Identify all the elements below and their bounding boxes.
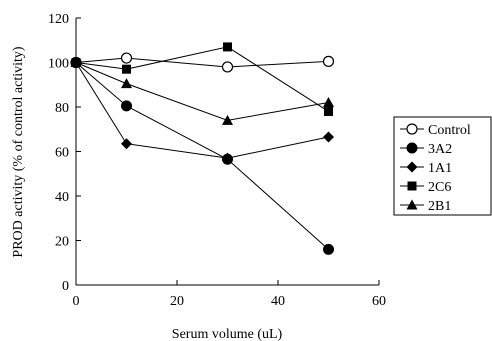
series-line-control [75, 57, 329, 68]
data-point-1a1 [222, 152, 233, 164]
data-point-2b1 [222, 114, 233, 125]
x-axis-title: Serum volume (uL) [172, 327, 283, 341]
legend: Control 3A2 1A1 2C6 2B1 [393, 116, 492, 216]
series-1a1 [70, 57, 334, 164]
series-2b1 [70, 57, 334, 125]
x-tick-label: 0 [73, 294, 80, 309]
series-line-3a2 [75, 62, 329, 250]
legend-marker [406, 199, 418, 210]
series-line-2b1 [75, 62, 329, 121]
series-line-2c6 [75, 46, 329, 112]
legend-item-control: Control [400, 123, 471, 138]
x-tick-label: 60 [372, 294, 386, 309]
legend-label: 2B1 [428, 199, 451, 214]
data-point-3a2 [323, 243, 334, 255]
legend-label: Control [428, 123, 471, 138]
data-point-2b1 [121, 78, 132, 89]
legend-label: 1A1 [428, 161, 452, 176]
data-point-2b1 [70, 57, 82, 67]
legend-label: 3A2 [428, 142, 452, 157]
legend-marker [406, 161, 418, 173]
legend-item-3a2: 3A2 [400, 142, 452, 157]
legend-marker [406, 142, 418, 154]
data-point-2c6 [223, 42, 232, 52]
data-point-control [120, 52, 133, 64]
y-axis-title: PROD activity (% of control activity) [11, 46, 26, 257]
data-point-2c6 [324, 106, 333, 116]
legend-item-2c6: 2C6 [400, 180, 451, 195]
data-point-1a1 [121, 138, 132, 150]
series-2c6 [71, 42, 333, 116]
legend-item-2b1: 2B1 [400, 199, 451, 214]
data-point-2b1 [323, 97, 334, 108]
y-tick-label: 0 [62, 279, 69, 294]
data-point-3a2 [121, 100, 132, 112]
y-tick-label: 40 [55, 190, 69, 205]
legend-item-1a1: 1A1 [400, 161, 452, 176]
x-tick-label: 40 [271, 294, 285, 309]
legend-marker [406, 123, 418, 135]
data-point-control [221, 61, 234, 73]
y-tick-label: 100 [48, 57, 69, 72]
data-point-control [322, 55, 335, 67]
series-control [70, 52, 335, 73]
y-tick-label: 120 [48, 12, 69, 27]
x-tick-label: 20 [170, 294, 184, 309]
legend-marker [407, 181, 417, 191]
y-tick-label: 60 [55, 146, 69, 161]
data-point-2c6 [122, 64, 131, 74]
legend-label: 2C6 [428, 180, 451, 195]
y-tick-label: 20 [55, 235, 69, 250]
plot-area: 0 20 40 60 80 100 120 0 20 40 60 [48, 12, 386, 309]
y-tick-label: 80 [55, 101, 69, 116]
series-3a2 [70, 57, 334, 255]
series-line-1a1 [75, 62, 329, 159]
data-point-1a1 [323, 131, 334, 143]
